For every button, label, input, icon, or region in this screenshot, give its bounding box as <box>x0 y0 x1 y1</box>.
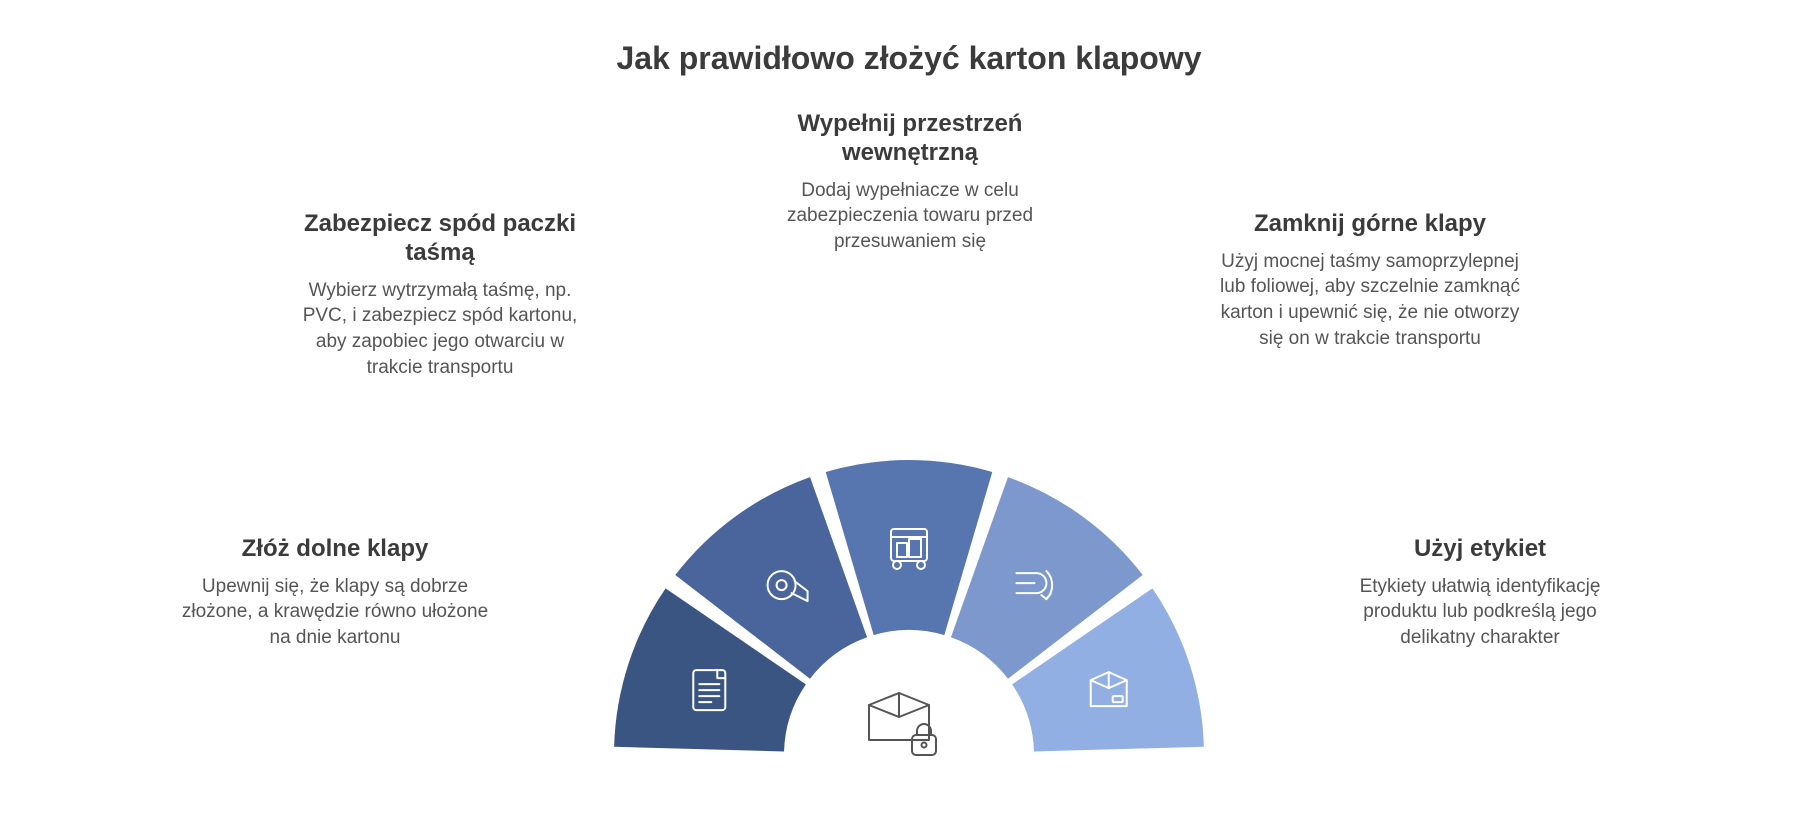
step-3-title: Zamknij górne klapy <box>1215 210 1525 239</box>
step-0-title: Złóż dolne klapy <box>180 535 490 564</box>
step-1-title: Zabezpiecz spód paczki taśmą <box>290 210 590 268</box>
step-1: Zabezpiecz spód paczki taśmą Wybierz wyt… <box>290 210 590 380</box>
step-3-desc: Użyj mocnej taśmy samoprzylepnej lub fol… <box>1215 249 1525 352</box>
step-4-desc: Etykiety ułatwią identyfikację produktu … <box>1330 574 1630 651</box>
step-4: Użyj etykiet Etykiety ułatwią identyfika… <box>1330 535 1630 651</box>
semicircle-diagram <box>509 370 1309 795</box>
step-1-desc: Wybierz wytrzymałą taśmę, np. PVC, i zab… <box>290 278 590 381</box>
page-title: Jak prawidłowo złożyć karton klapowy <box>0 40 1818 77</box>
step-3: Zamknij górne klapy Użyj mocnej taśmy sa… <box>1215 210 1525 351</box>
fan-svg <box>509 370 1309 790</box>
step-4-title: Użyj etykiet <box>1330 535 1630 564</box>
step-2: Wypełnij przestrzeń wewnętrzną Dodaj wyp… <box>770 110 1050 255</box>
step-2-desc: Dodaj wypełniacze w celu zabezpieczenia … <box>770 178 1050 255</box>
step-2-title: Wypełnij przestrzeń wewnętrzną <box>770 110 1050 168</box>
step-0: Złóż dolne klapy Upewnij się, że klapy s… <box>180 535 490 651</box>
step-0-desc: Upewnij się, że klapy są dobrze złożone,… <box>180 574 490 651</box>
box-lock-icon <box>869 693 936 755</box>
